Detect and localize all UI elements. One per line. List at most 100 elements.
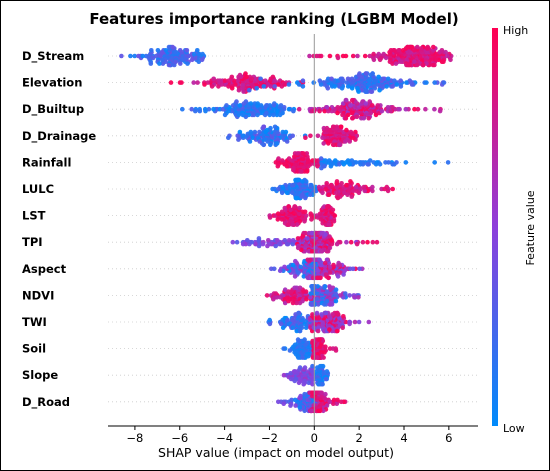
data-point [292,397,298,403]
data-point [390,105,395,110]
data-point [304,169,310,174]
data-point [354,188,359,194]
data-point [337,142,342,148]
data-point [385,188,391,194]
data-point [308,408,314,414]
data-point [280,184,286,190]
data-point [321,371,327,376]
data-point [322,108,328,114]
data-point [301,381,307,387]
data-point [366,319,372,325]
data-point [354,114,360,120]
data-point [292,204,297,209]
data-point [230,239,236,245]
data-point [255,112,260,118]
data-point [383,55,389,61]
data-point [365,239,370,245]
data-point [315,355,320,360]
data-point [363,71,369,76]
feature-label: Elevation [22,76,82,90]
x-tick-label: 6 [445,431,452,445]
data-point [308,182,313,188]
data-point [418,46,424,51]
data-point [352,319,358,325]
data-point [317,257,322,263]
data-point [347,293,352,298]
data-point [267,215,273,220]
data-point [344,239,349,245]
data-point [430,57,435,63]
data-point [349,194,355,199]
data-point [327,270,333,275]
data-point [356,319,362,325]
data-point [344,127,349,133]
data-point [275,211,281,216]
data-point [432,160,438,165]
data-point [365,188,371,194]
data-point [163,48,169,53]
data-point [280,158,285,163]
data-point [303,135,308,140]
data-point [316,302,321,307]
data-point [345,76,351,82]
data-point [310,363,315,369]
data-point [191,80,196,85]
data-point [344,80,350,85]
data-point [335,55,341,61]
data-point [238,74,244,80]
data-point [193,55,198,61]
x-tick-label: 4 [400,431,407,445]
data-point [286,156,292,161]
data-point [258,103,264,108]
data-point [350,131,356,137]
data-point [320,190,325,196]
data-point [374,239,380,245]
data-point [368,110,374,116]
data-point [383,160,388,165]
data-point [382,186,387,192]
data-point [315,275,321,281]
feature-label: D_Road [22,395,70,410]
data-point [334,310,340,316]
data-point [371,57,377,63]
data-point [365,162,371,167]
data-point [310,312,315,317]
data-point [331,401,336,407]
data-point [390,84,396,89]
data-point [296,310,301,316]
data-point [392,48,397,53]
data-point [251,84,256,89]
data-point [281,372,287,378]
data-point [345,112,351,118]
data-point [343,53,349,59]
data-point [326,275,331,281]
data-point [263,78,268,83]
data-point [348,103,353,108]
data-point [235,78,240,83]
data-point [420,62,426,68]
data-point [286,106,292,112]
data-point [326,192,332,197]
data-point [319,312,324,317]
data-point [247,139,253,144]
data-point [294,300,299,306]
data-point [366,82,372,87]
x-tick-label: 2 [355,431,362,445]
data-point [308,295,313,300]
data-point [295,151,300,156]
data-point [329,241,335,247]
data-point [119,53,124,59]
data-point [275,217,281,222]
data-point [302,408,307,414]
data-point [324,125,330,131]
data-point [149,48,154,53]
data-point [290,262,296,268]
data-point [343,291,348,296]
data-point [319,260,325,266]
data-point [276,186,281,192]
data-point [349,110,355,116]
data-point [301,151,306,156]
data-point [234,99,239,104]
data-point [350,53,356,59]
